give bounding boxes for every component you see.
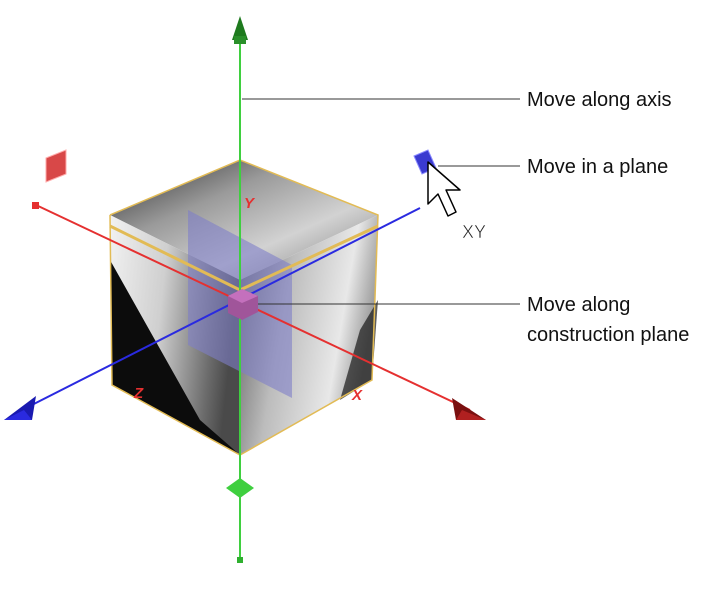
cube-shadow-region: [110, 260, 240, 455]
cursor-arrow-icon: [427, 161, 461, 217]
callout-move-along-axis: Move along axis: [527, 89, 672, 111]
xy-plane-highlight: [109, 224, 379, 292]
callout-construction-line2: construction plane: [527, 324, 690, 346]
center-move-handle[interactable]: [228, 289, 258, 320]
callout-move-in-plane: Move in a plane: [527, 156, 669, 178]
cube-dark-right-edge: [340, 300, 378, 400]
axis-label-z: Z: [133, 385, 144, 402]
x-plane-handle[interactable]: [45, 149, 67, 183]
z-axis[interactable]: [21, 207, 421, 411]
x-axis-arrow-handle[interactable]: [452, 398, 486, 420]
axis-label-y: Y: [244, 195, 256, 212]
callout-move-along-construction-plane: Move along construction plane: [527, 290, 689, 350]
callout-construction-line1: Move along: [527, 294, 631, 316]
axis-label-x: X: [351, 387, 363, 404]
y-axis-bottom-arrow-handle[interactable]: [226, 478, 254, 498]
y-axis-top-arrow-handle[interactable]: [232, 16, 248, 44]
z-axis-arrow-handle[interactable]: [4, 396, 36, 420]
cube-top-face: [110, 160, 378, 280]
cursor-plane-label: XY: [462, 222, 486, 242]
